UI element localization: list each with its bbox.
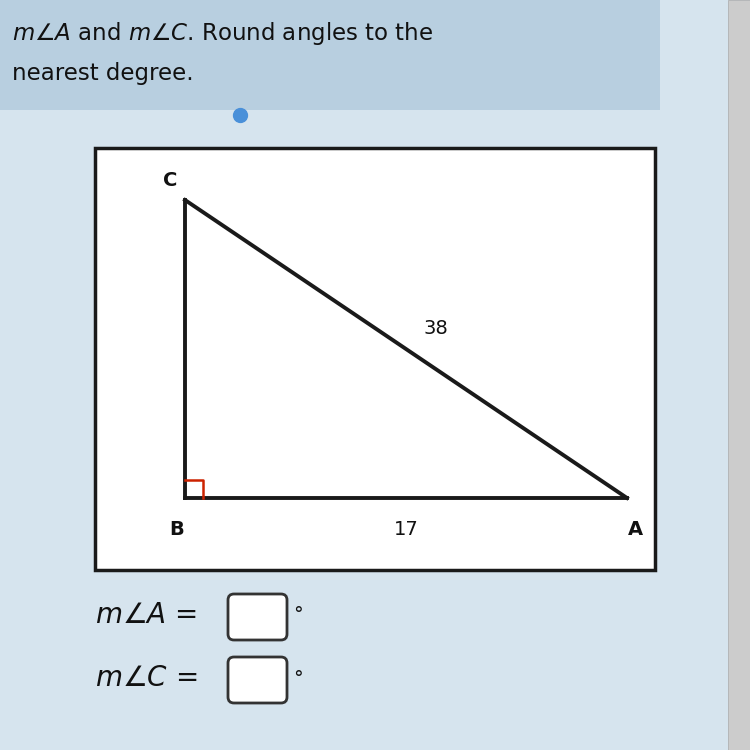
Bar (728, 0, 750, 750)
Text: $m\angle A$ =: $m\angle A$ = (95, 601, 197, 629)
FancyBboxPatch shape (228, 594, 287, 640)
Text: 17: 17 (394, 520, 418, 539)
Text: A: A (628, 520, 643, 539)
Bar (0, 0, 660, 110)
Text: nearest degree.: nearest degree. (12, 62, 194, 85)
Text: °: ° (293, 605, 303, 625)
Text: C: C (163, 171, 177, 190)
Bar (95, 148, 655, 570)
FancyBboxPatch shape (228, 657, 287, 703)
Text: 38: 38 (424, 320, 448, 338)
Text: $m\angle A$ and $m\angle C$. Round angles to the: $m\angle A$ and $m\angle C$. Round angle… (12, 20, 433, 47)
Text: B: B (170, 520, 184, 539)
Text: $m\angle C$ =: $m\angle C$ = (95, 664, 197, 692)
Text: °: ° (293, 668, 303, 688)
